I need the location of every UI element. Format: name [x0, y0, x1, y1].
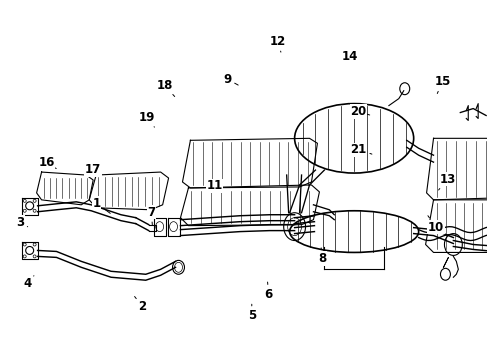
Text: 8: 8 [317, 248, 325, 265]
Text: 14: 14 [342, 50, 358, 63]
Text: 6: 6 [264, 282, 272, 301]
Text: 4: 4 [23, 276, 34, 290]
Text: 18: 18 [156, 79, 174, 96]
Text: 10: 10 [427, 216, 444, 234]
Text: 13: 13 [438, 173, 454, 190]
Text: 15: 15 [433, 75, 450, 94]
Text: 21: 21 [350, 143, 371, 156]
Text: 9: 9 [223, 73, 238, 86]
Text: 17: 17 [85, 163, 101, 176]
Text: 1: 1 [92, 197, 110, 213]
Text: 5: 5 [247, 304, 255, 322]
Text: 20: 20 [350, 105, 369, 118]
Text: 12: 12 [269, 35, 285, 52]
Text: 7: 7 [147, 206, 155, 225]
Text: 3: 3 [16, 216, 28, 229]
Text: 11: 11 [206, 179, 222, 192]
Text: 19: 19 [138, 111, 154, 127]
Text: 2: 2 [134, 297, 146, 313]
Text: 16: 16 [38, 156, 56, 168]
